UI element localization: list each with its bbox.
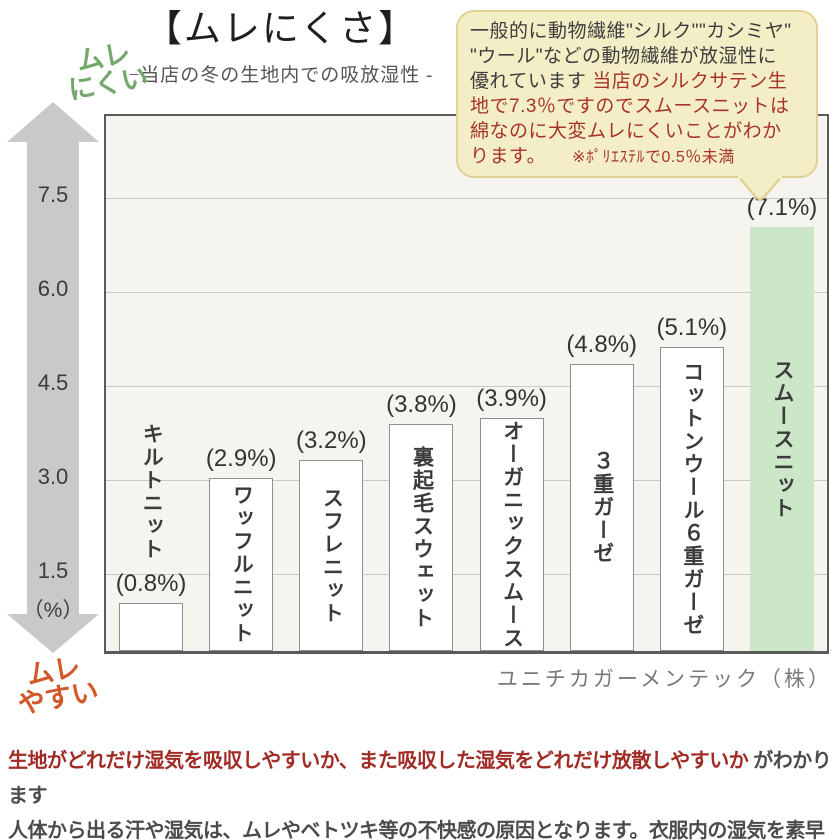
bubble-lines-line-5: ります。 ※ﾎﾟﾘｴｽﾃﾙで0.5％未満 bbox=[470, 144, 804, 170]
chart-plot-area: (0.8%) キルトニット (2.9%) ワッフルニット (3.2%) スフレニット (3.… bbox=[104, 114, 829, 654]
footer-lines-line-1: 人体から出る汗や湿気は、ムレやベトツキ等の不快感の原因となります。衣服内の湿気を… bbox=[8, 814, 834, 840]
text-segment: "ウール"などの動物繊維が放湿性に bbox=[470, 46, 777, 67]
bar-slot-1: (2.9%) ワッフルニット bbox=[196, 116, 286, 651]
axis-label-hard-to-steam: ムレ にくい bbox=[32, 32, 179, 109]
annotation-speech-bubble: 一般的に動物繊維"シルク""カシミヤ" "ウール"などの動物繊維が放湿性に 優れてい… bbox=[456, 10, 818, 201]
bar-slot-5: (4.8%) ３重ガーゼ bbox=[557, 116, 647, 651]
axis-label-easy-to-steam: ムレ やすい bbox=[0, 648, 120, 722]
speech-bubble-text: 一般的に動物繊維"シルク""カシミヤ" "ウール"などの動物繊維が放湿性に 優れてい… bbox=[470, 19, 804, 170]
bar-slot-7: (7.1%) スムースニット bbox=[737, 116, 827, 651]
category-label-wrap-4: オーガニックスムース bbox=[467, 418, 557, 651]
footer-lines-line-0: 生地がどれだけ湿気を吸収しやすいか、また吸収した湿気をどれだけ放散しやすいか が… bbox=[8, 744, 834, 814]
text-segment: ります。 bbox=[470, 146, 547, 167]
gridline-4.5 bbox=[106, 386, 827, 387]
category-label-wrap-5: ３重ガーゼ bbox=[557, 364, 647, 651]
bubble-lines-line-3: 地で7.3％ですのでスムースニットは bbox=[470, 94, 804, 119]
text-segment: 地で7.3％ですのでスムースニットは bbox=[470, 96, 790, 117]
gridline-3 bbox=[106, 480, 827, 481]
bar-7 bbox=[749, 227, 814, 651]
text-segment: 綿なのに大変ムレにくいことがわか bbox=[470, 121, 782, 142]
category-label-1: ワッフルニット bbox=[230, 484, 254, 645]
value-label-0: (0.8%) bbox=[115, 570, 187, 597]
gridline-7.5 bbox=[106, 198, 827, 199]
category-label-5: ３重ガーゼ bbox=[590, 450, 614, 565]
text-segment: がわかります bbox=[8, 750, 832, 807]
bar-6 bbox=[659, 347, 724, 651]
value-label-6: (5.1%) bbox=[656, 314, 728, 341]
footer-description: 生地がどれだけ湿気を吸収しやすいか、また吸収した湿気をどれだけ放散しやすいか が… bbox=[8, 744, 834, 840]
category-label-7: スムースニット bbox=[770, 358, 794, 520]
y-tick-3.0: 3.0 bbox=[37, 464, 69, 489]
bar-0 bbox=[119, 603, 184, 651]
speech-bubble-tail bbox=[736, 176, 784, 201]
bar-2 bbox=[299, 460, 364, 651]
gridline-1.5 bbox=[106, 574, 827, 575]
bubble-lines-line-2: 優れています 当店のシルクサテン生 bbox=[470, 69, 804, 94]
category-label-wrap-1: ワッフルニット bbox=[196, 478, 286, 651]
category-label-wrap-0: キルトニット bbox=[106, 423, 196, 561]
bar-1 bbox=[209, 478, 274, 651]
text-segment: 優れています bbox=[470, 71, 593, 92]
value-label-3: (3.8%) bbox=[386, 391, 457, 418]
bar-5 bbox=[569, 364, 634, 651]
page-subtitle: −当店の冬の生地内での吸放湿性 - bbox=[128, 65, 434, 87]
bubble-lines-line-0: 一般的に動物繊維"シルク""カシミヤ" bbox=[470, 19, 804, 44]
value-label-2: (3.2%) bbox=[295, 427, 367, 454]
value-label-4: (3.9%) bbox=[476, 385, 547, 412]
y-tick-4.5: 4.5 bbox=[37, 370, 69, 395]
category-label-4: オーガニックスムース bbox=[500, 419, 524, 650]
bar-slot-2: (3.2%) スフレニット bbox=[286, 116, 376, 651]
gridline-6 bbox=[106, 292, 827, 293]
bubble-lines-line-1: "ウール"などの動物繊維が放湿性に bbox=[470, 44, 804, 69]
category-label-wrap-7: スムースニット bbox=[737, 227, 827, 651]
bubble-lines-line-4: 綿なのに大変ムレにくいことがわか bbox=[470, 119, 804, 144]
page-title: 【ムレにくさ】 bbox=[144, 9, 418, 50]
value-label-5: (4.8%) bbox=[566, 331, 638, 358]
text-segment: 生地がどれだけ湿気を吸収しやすいか、また吸収した湿気をどれだけ放散しやすいか bbox=[8, 750, 749, 772]
category-label-wrap-2: スフレニット bbox=[286, 460, 376, 651]
category-label-2: スフレニット bbox=[320, 486, 344, 625]
y-axis-unit: （%） bbox=[22, 599, 84, 622]
bar-slot-0: (0.8%) キルトニット bbox=[106, 116, 196, 651]
text-segment: 当店のシルクサテン生 bbox=[592, 71, 788, 92]
text-segment: 人体から出る汗や湿気は、ムレやベトツキ等の不快感の原因となります。衣服内の湿気を… bbox=[8, 820, 825, 840]
category-label-0: キルトニット bbox=[140, 423, 164, 561]
category-label-wrap-3: 裏起毛スウェット bbox=[376, 424, 466, 651]
title-block: 【ムレにくさ】 −当店の冬の生地内での吸放湿性 - bbox=[96, 6, 466, 87]
value-label-1: (2.9%) bbox=[205, 445, 277, 472]
category-label-wrap-6: コットンウール６重ガーゼ bbox=[647, 347, 737, 651]
bar-4 bbox=[479, 418, 544, 651]
bar-slot-6: (5.1%) コットンウール６重ガーゼ bbox=[647, 116, 737, 651]
text-segment: ※ﾎﾟﾘｴｽﾃﾙで0.5％未満 bbox=[572, 149, 735, 166]
y-tick-1.5: 1.5 bbox=[37, 558, 69, 583]
y-tick-6.0: 6.0 bbox=[37, 276, 69, 301]
category-label-6: コットンウール６重ガーゼ bbox=[680, 361, 704, 637]
data-source: ユニチカガーメンテック（株） bbox=[496, 667, 832, 691]
bar-3 bbox=[389, 424, 454, 651]
y-tick-7.5: 7.5 bbox=[37, 182, 69, 207]
bar-slot-4: (3.9%) オーガニックスムース bbox=[467, 116, 557, 651]
bar-slot-3: (3.8%) 裏起毛スウェット bbox=[376, 116, 466, 651]
text-segment: 一般的に動物繊維"シルク""カシミヤ" bbox=[470, 21, 792, 42]
category-label-3: 裏起毛スウェット bbox=[410, 445, 434, 630]
